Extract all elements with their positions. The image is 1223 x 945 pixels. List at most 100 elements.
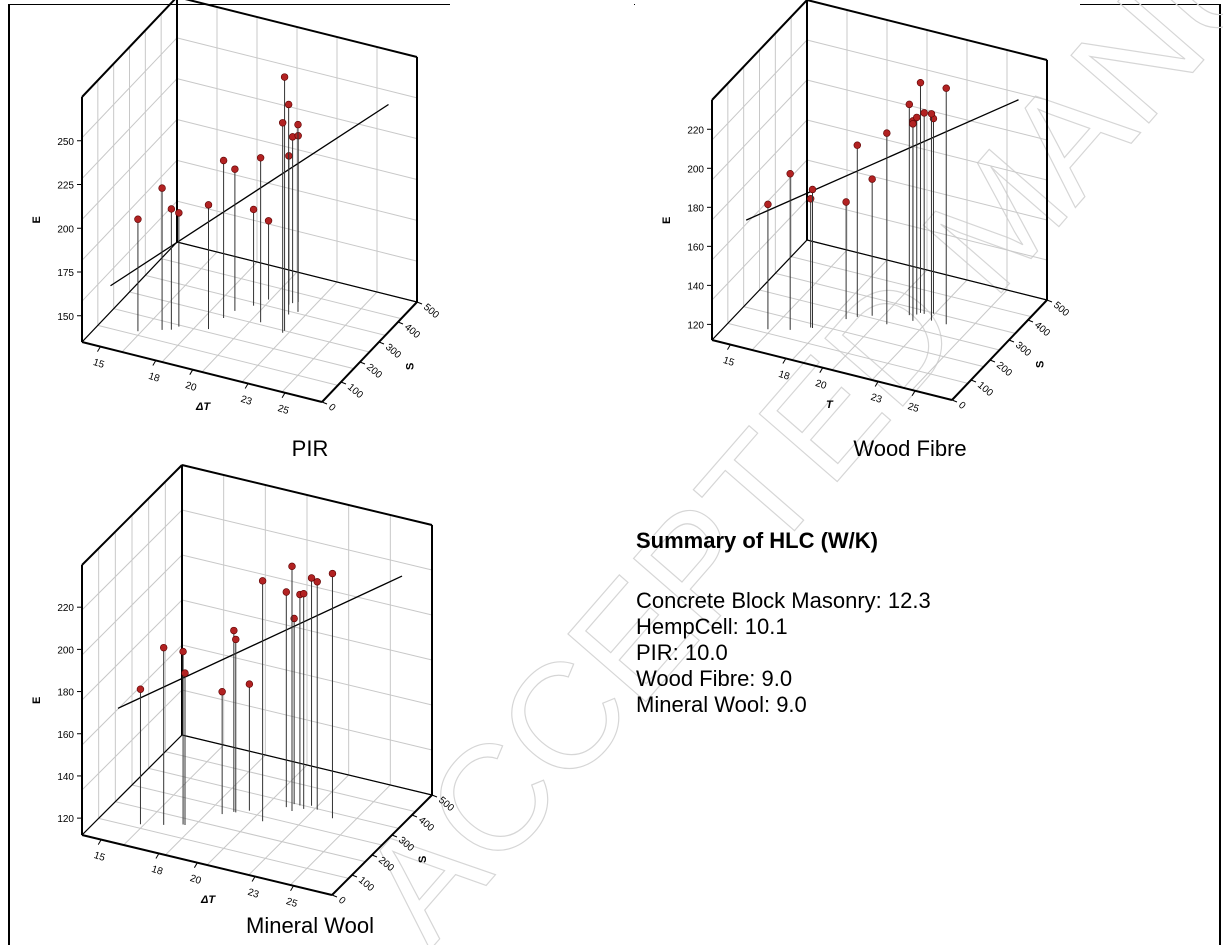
data-point (218, 688, 226, 696)
floor-grid-line (248, 774, 350, 876)
x-tick (281, 392, 286, 399)
data-point (258, 577, 267, 585)
data-point (313, 578, 321, 586)
floor-edge (181, 734, 433, 796)
s-tick-label: 400 (416, 815, 436, 834)
s-tick-label: 100 (975, 380, 995, 399)
x-tick-label: 25 (906, 401, 920, 415)
s-tick-label: 0 (326, 402, 338, 414)
s-tick (359, 361, 366, 365)
side-wall-grid-line (81, 509, 183, 611)
floor-grid-line (281, 291, 378, 393)
data-point (806, 195, 815, 203)
top-rule-left (10, 4, 450, 5)
e-tick-label: 200 (57, 224, 74, 235)
data-point (245, 680, 254, 688)
floor-grid-line (911, 289, 1008, 391)
chart-panel-pir: 15 18 20 23 25 0 100 200 300 400 500 150 175 200 225 25… (0, 0, 450, 417)
s-axis-line (951, 299, 1048, 401)
side-wall-grid-line (711, 39, 808, 141)
data-point (786, 170, 794, 178)
s-tick (989, 359, 996, 363)
s-axis-line (331, 794, 433, 896)
e-tick-label: 175 (57, 268, 74, 279)
e-tick-label: 120 (687, 320, 704, 331)
data-point (927, 110, 936, 118)
s-tick (970, 379, 977, 383)
floor-grid-line (165, 751, 416, 813)
hlc-summary: Summary of HLC (W/K) Concrete Block Maso… (636, 528, 931, 718)
back-wall-grid-line (181, 509, 433, 571)
data-point (905, 100, 914, 109)
data-point (175, 209, 183, 217)
s-tick-label: 100 (356, 875, 376, 894)
s-tick (416, 301, 423, 305)
data-point (294, 120, 302, 129)
data-point (764, 200, 772, 209)
data-point (868, 175, 876, 183)
s-tick-label: 200 (376, 855, 396, 874)
floor-edge (711, 239, 808, 341)
back-wall-grid-line (806, 39, 1048, 101)
summary-line-pir: PIR: 10.0 (636, 640, 728, 665)
top-rule-middle (634, 4, 635, 5)
x-axis-label: ΔT (195, 401, 211, 413)
summary-line-hempcell: HempCell: 10.1 (636, 614, 788, 639)
e-tick-label: 225 (57, 181, 74, 192)
data-point (230, 626, 238, 635)
data-point (913, 113, 921, 122)
data-point (278, 119, 287, 127)
e-axis-label: E (661, 217, 673, 224)
data-point (134, 215, 142, 223)
x-tick-label: 23 (246, 887, 260, 901)
x-tick (97, 346, 101, 352)
floor-edge (176, 241, 418, 303)
e-tick-label: 220 (687, 125, 704, 136)
data-point (264, 217, 273, 225)
s-tick (1046, 299, 1053, 303)
x-tick-label: 25 (285, 896, 299, 910)
data-point (181, 669, 189, 677)
summary-line-mineral-wool: Mineral Wool: 9.0 (636, 692, 807, 717)
x-tick (251, 876, 256, 882)
fit-line (745, 99, 1019, 221)
x-tick (244, 383, 249, 389)
x-tick (155, 853, 160, 859)
top-edge (806, 0, 1048, 61)
s-tick (351, 874, 358, 878)
data-point (808, 185, 817, 194)
s-tick (331, 894, 338, 898)
data-point (916, 78, 925, 87)
x-axis-line (81, 341, 323, 403)
chart-panel-wood-fibre: 15 18 20 23 25 0 100 200 300 400 500 120 140 160 180 20… (620, 0, 1080, 415)
data-point (307, 574, 316, 582)
x-tick-label: 25 (276, 403, 290, 417)
summary-line-wood-fibre: Wood Fibre: 9.0 (636, 666, 793, 691)
chart-panel-mineral-wool: 15 18 20 23 25 0 100 200 300 400 500 120 140 160 180 20… (0, 455, 460, 910)
s-tick (431, 794, 438, 798)
e-tick-label: 160 (57, 730, 74, 741)
x-tick-label: 18 (147, 371, 161, 385)
data-point (159, 643, 168, 652)
e-tick-label: 200 (57, 645, 74, 656)
data-point (328, 569, 337, 578)
floor-edge (81, 734, 183, 836)
s-tick-label: 300 (383, 342, 403, 361)
x-tick (874, 381, 879, 387)
floor-grid-line (241, 281, 338, 383)
s-tick-label: 500 (436, 795, 456, 814)
e-axis-label: E (31, 697, 43, 704)
data-point (158, 184, 166, 192)
e-tick-label: 220 (57, 603, 74, 614)
x-axis-label: ΔT (200, 894, 216, 906)
floor-edge (806, 239, 1048, 301)
x-axis-line (81, 834, 333, 896)
data-point (284, 100, 293, 109)
s-tick-label: 0 (956, 400, 968, 412)
e-tick-label: 250 (57, 137, 74, 148)
e-tick-label: 180 (687, 203, 704, 214)
chart-caption-pir: PIR (291, 436, 329, 461)
s-tick (411, 814, 418, 818)
